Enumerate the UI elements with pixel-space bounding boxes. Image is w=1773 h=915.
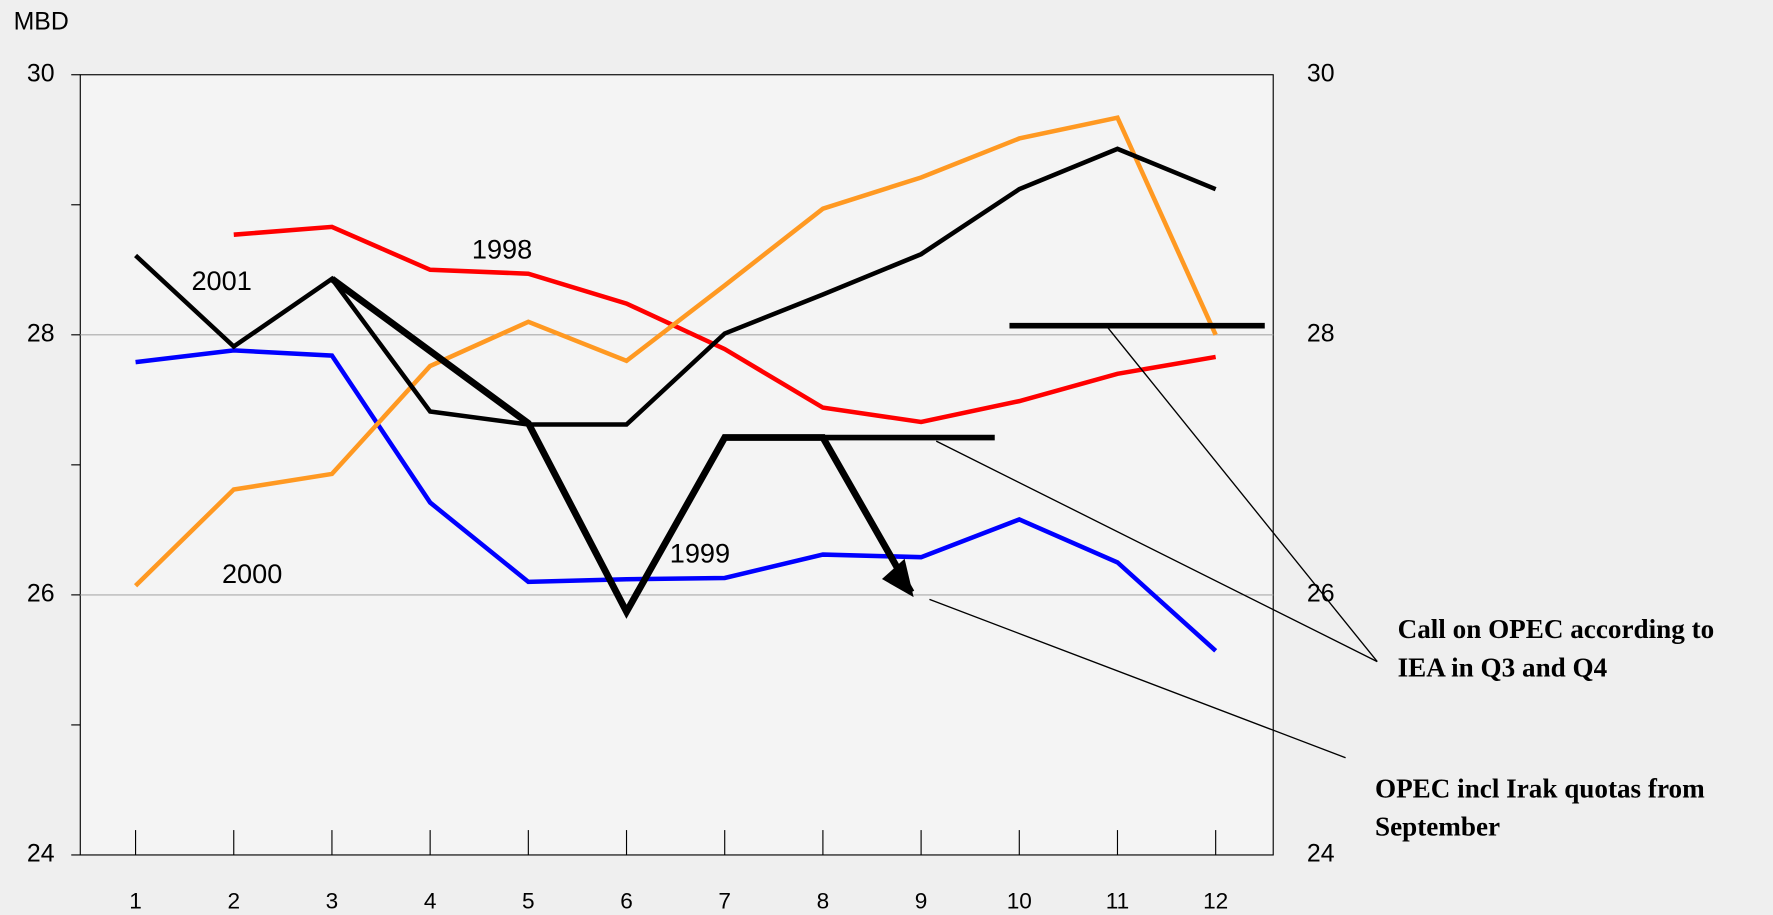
annotation: OPEC incl Irak quotas from September <box>1374 774 1705 843</box>
series-line <box>233 224 1217 425</box>
x-tick-label: 8 <box>817 888 830 913</box>
y-tick-label: 26 <box>27 579 55 607</box>
x-tick-label: 1 <box>129 888 142 913</box>
y-tick-label: 28 <box>27 319 55 347</box>
x-tick-label: 6 <box>620 888 633 913</box>
series-label: 1998 <box>472 233 532 264</box>
series-label: 1999 <box>670 537 730 568</box>
series-label: 2000 <box>222 558 282 589</box>
series-label: 2001 <box>191 265 251 296</box>
y-tick-label: 24 <box>27 840 55 868</box>
x-tick-label: 10 <box>1007 888 1032 913</box>
plot-area <box>79 74 1274 856</box>
y-tick-label: 30 <box>27 59 55 87</box>
x-tick-label: 2 <box>227 888 240 913</box>
x-tick-label: 4 <box>424 888 437 913</box>
leader-line <box>1107 327 1378 663</box>
annotation-box: Call on OPEC according to IEA in Q3 and … <box>1397 615 1715 684</box>
x-tick-label: 7 <box>718 888 731 913</box>
x-tick-label: 3 <box>326 888 339 913</box>
y2-tick-label: 24 <box>1307 840 1335 868</box>
series-line <box>135 348 1218 653</box>
x-tick-label: 9 <box>915 888 928 913</box>
leader-line <box>935 440 1378 663</box>
y2-tick-label: 28 <box>1307 319 1335 347</box>
annotation-box: OPEC incl Irak quotas from September <box>1374 774 1705 843</box>
x-tick-label: 5 <box>522 888 535 913</box>
series-line <box>329 276 915 619</box>
leader-lines <box>929 327 1378 759</box>
leader-line <box>929 598 1346 759</box>
y-axis-label: MBD <box>14 7 69 35</box>
x-tick-label: 12 <box>1203 888 1228 913</box>
arrow-head <box>881 558 914 598</box>
annotation: Call on OPEC according to IEA in Q3 and … <box>1397 615 1715 684</box>
series-line <box>133 115 1218 588</box>
y2-tick-label: 30 <box>1307 59 1335 87</box>
series-line <box>134 146 1217 427</box>
x-tick-label: 11 <box>1106 888 1129 913</box>
